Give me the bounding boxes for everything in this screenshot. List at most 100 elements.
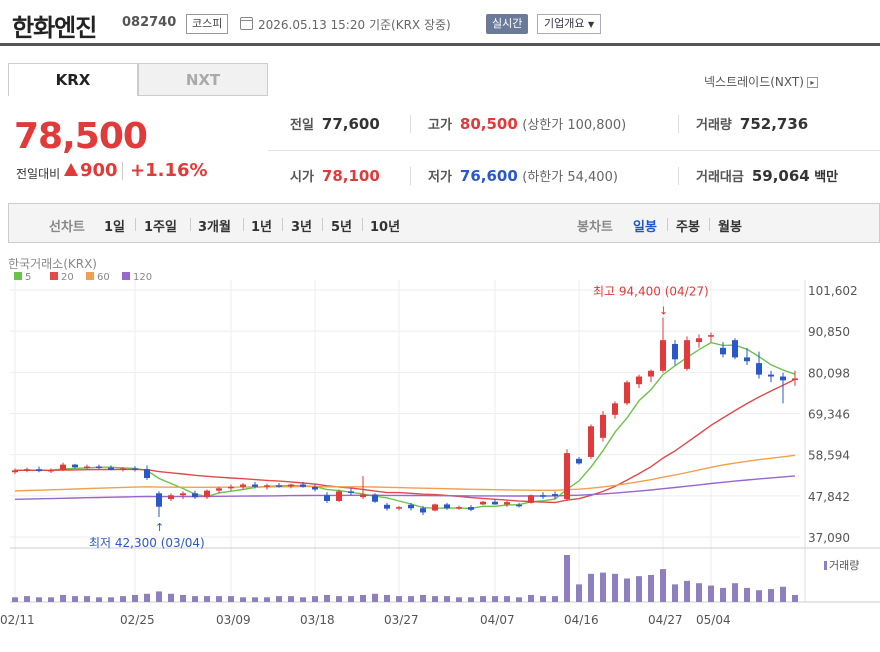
divider	[678, 167, 679, 185]
legend-swatch	[50, 272, 58, 280]
candle-body	[528, 495, 534, 503]
volume-bar	[480, 596, 486, 602]
stat-label: 고가	[428, 118, 452, 133]
candle-body	[384, 504, 390, 509]
volume-bar	[204, 596, 210, 602]
volume-bar	[348, 596, 354, 602]
volume-bar	[528, 594, 534, 602]
stat-label: 시가	[290, 170, 314, 185]
ma120-line	[14, 475, 796, 500]
period-daily[interactable]: 일봉	[633, 220, 657, 235]
candle-body	[792, 378, 798, 380]
divider	[135, 218, 136, 231]
stat-value: 752,736	[739, 115, 809, 133]
divider	[322, 218, 323, 231]
candle-body	[540, 495, 546, 497]
volume-bar	[24, 596, 30, 602]
volume-bar	[240, 597, 246, 602]
period-1w[interactable]: 1주일	[144, 220, 177, 235]
price-change: 900	[64, 160, 118, 181]
volume-bar	[540, 596, 546, 602]
tab-nxt[interactable]: NXT	[138, 63, 268, 96]
period-3y[interactable]: 3년	[291, 220, 313, 235]
candle-body	[672, 343, 678, 360]
volume-bar	[612, 573, 618, 602]
period-weekly[interactable]: 주봉	[676, 220, 700, 235]
period-1d[interactable]: 1일	[104, 220, 126, 235]
stat-open: 시가 78,100	[290, 166, 380, 185]
volume-bar	[228, 596, 234, 602]
x-tick-label: 03/09	[216, 613, 251, 627]
candle-body	[264, 485, 270, 487]
candle-body	[216, 488, 222, 491]
basis-text: 기준(KRX 장중)	[368, 18, 451, 32]
x-tick-label: 04/27	[648, 613, 683, 627]
x-tick-label: 03/18	[300, 613, 335, 627]
ma60-line	[14, 454, 796, 492]
nxt-link[interactable]: 넥스트레이드(NXT) ▸	[704, 73, 818, 90]
volume-bar	[360, 594, 366, 602]
candle-body	[60, 464, 66, 470]
candle-body	[228, 486, 234, 489]
price-chart[interactable]: 한국거래소(KRX) 5 20 60 120 101,602 90,850 80,098 69,…	[0, 250, 880, 648]
candle-body	[648, 370, 654, 377]
tab-krx[interactable]: KRX	[8, 63, 138, 96]
period-3m[interactable]: 3개월	[198, 220, 231, 235]
volume-bar	[324, 594, 330, 602]
volume-bar	[720, 587, 726, 602]
candle-body	[516, 504, 522, 507]
chart-toolbar: 선차트 1일 1주일 3개월 1년 3년 5년 10년 봉차트 일봉 주봉 월봉	[8, 203, 880, 243]
stat-high: 고가 80,500 (상한가 100,800)	[428, 114, 626, 133]
candle-body	[204, 490, 210, 498]
candle-chart-label: 봉차트	[577, 220, 613, 235]
volume-bar	[588, 573, 594, 602]
y-tick-label: 58,594	[808, 449, 850, 463]
chart-svg: 한국거래소(KRX)5 20 60 120 101,602 90,850 80,098 69,…	[0, 257, 880, 627]
volume-bar	[708, 585, 714, 602]
upper-limit: (상한가 100,800)	[522, 118, 627, 133]
candle-body	[732, 340, 738, 358]
candle-body	[300, 484, 306, 487]
legend-swatch	[86, 272, 94, 280]
candle-body	[396, 507, 402, 509]
company-overview-button[interactable]: 기업개요 ▼	[537, 14, 602, 34]
divider	[410, 115, 411, 133]
stock-header: 한화엔진 082740 코스피 2026.05.13 15:20 기준(KRX …	[0, 0, 880, 46]
x-tick-label: 05/04	[696, 613, 731, 627]
candle-body	[324, 495, 330, 501]
candle-body	[720, 347, 726, 355]
y-tick-label: 37,090	[808, 531, 850, 545]
candle-body	[408, 504, 414, 509]
divider	[122, 162, 123, 180]
exchange-tabs: KRX NXT	[8, 63, 268, 96]
period-10y[interactable]: 10년	[370, 220, 401, 235]
y-tick-label: 80,098	[808, 366, 850, 380]
period-1y[interactable]: 1년	[251, 220, 273, 235]
lower-limit: (하한가 54,400)	[522, 170, 618, 185]
realtime-button[interactable]: 실시간	[486, 14, 529, 34]
candle-body	[696, 338, 702, 343]
candle-body	[420, 508, 426, 513]
low-annotation: 최저 42,300 (03/04)	[89, 536, 205, 550]
candle-body	[456, 507, 462, 509]
candle-body	[156, 493, 162, 507]
volume-bar	[624, 578, 630, 602]
volume-bar	[372, 593, 378, 602]
candle-body	[192, 493, 198, 498]
volume-bar	[420, 594, 426, 602]
candle-body	[756, 363, 762, 375]
period-5y[interactable]: 5년	[331, 220, 353, 235]
volume-bar	[600, 572, 606, 602]
candle-body	[360, 494, 366, 498]
candle-body	[372, 494, 378, 502]
divider	[678, 115, 679, 133]
legend-label: 60	[97, 272, 110, 283]
candle-body	[240, 484, 246, 487]
candle-body	[276, 485, 282, 487]
candle-body	[168, 495, 174, 500]
x-tick-label: 03/27	[384, 613, 419, 627]
legend-label: 5	[25, 272, 31, 283]
period-monthly[interactable]: 월봉	[718, 220, 742, 235]
stat-label: 전일	[290, 118, 314, 133]
legend-label: 120	[133, 272, 152, 283]
